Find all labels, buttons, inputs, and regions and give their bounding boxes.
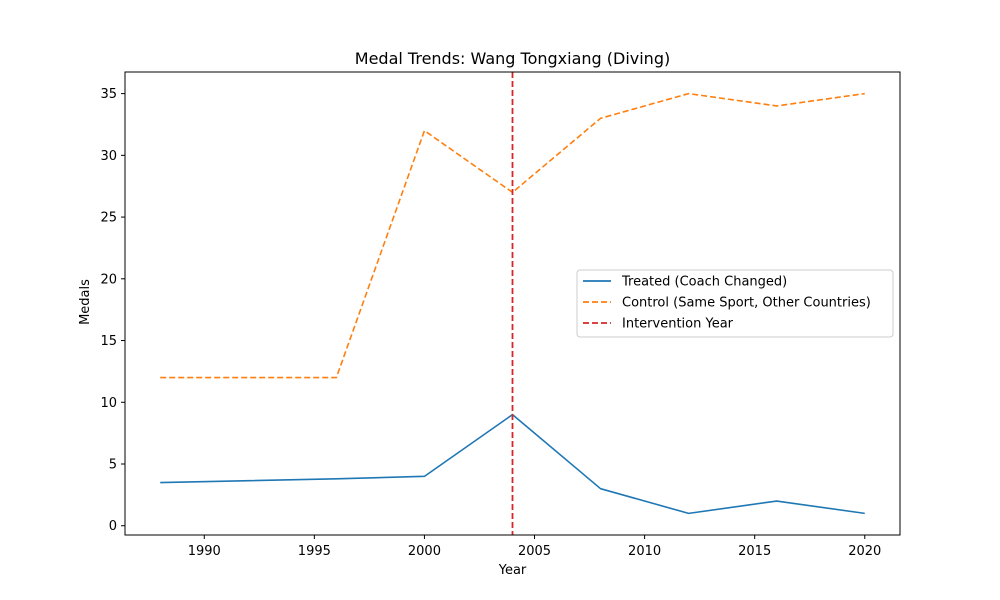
y-tick-label: 20 [100,272,117,287]
x-tick-label: 1995 [298,544,331,559]
legend-entry-intervention-label: Intervention Year [622,317,734,332]
x-tick-label: 2020 [848,544,881,559]
y-tick-label: 0 [109,519,117,534]
x-tick-label: 2015 [738,544,771,559]
x-tick-label: 2005 [518,544,551,559]
plot-frame [124,71,901,536]
legend-entry-control-label: Control (Same Sport, Other Countries) [622,296,871,311]
y-tick-label: 35 [100,87,117,102]
legend-box [576,269,894,338]
y-tick-label: 25 [100,211,117,226]
x-tick-label: 1990 [188,544,221,559]
plot-area: 1990 1995 2000 2005 2010 2015 2020 0 5 10 15 20 25 30… [100,71,901,559]
y-tick-label: 30 [100,149,117,164]
y-tick-label: 10 [100,396,117,411]
legend-entry-treated-label: Treated (Coach Changed) [621,275,787,290]
chart-title: Medal Trends: Wang Tongxiang (Diving) [355,49,670,68]
x-tick-label: 2010 [628,544,661,559]
y-tick-label: 15 [100,334,117,349]
series-line-control [160,92,865,379]
y-axis-label: Medals [78,279,93,325]
series-line-treated [160,413,865,515]
x-tick-label: 2000 [408,544,441,559]
x-axis-label: Year [498,563,527,578]
y-tick-label: 5 [109,458,117,473]
legend: Treated (Coach Changed) Control (Same Spo… [576,269,894,338]
